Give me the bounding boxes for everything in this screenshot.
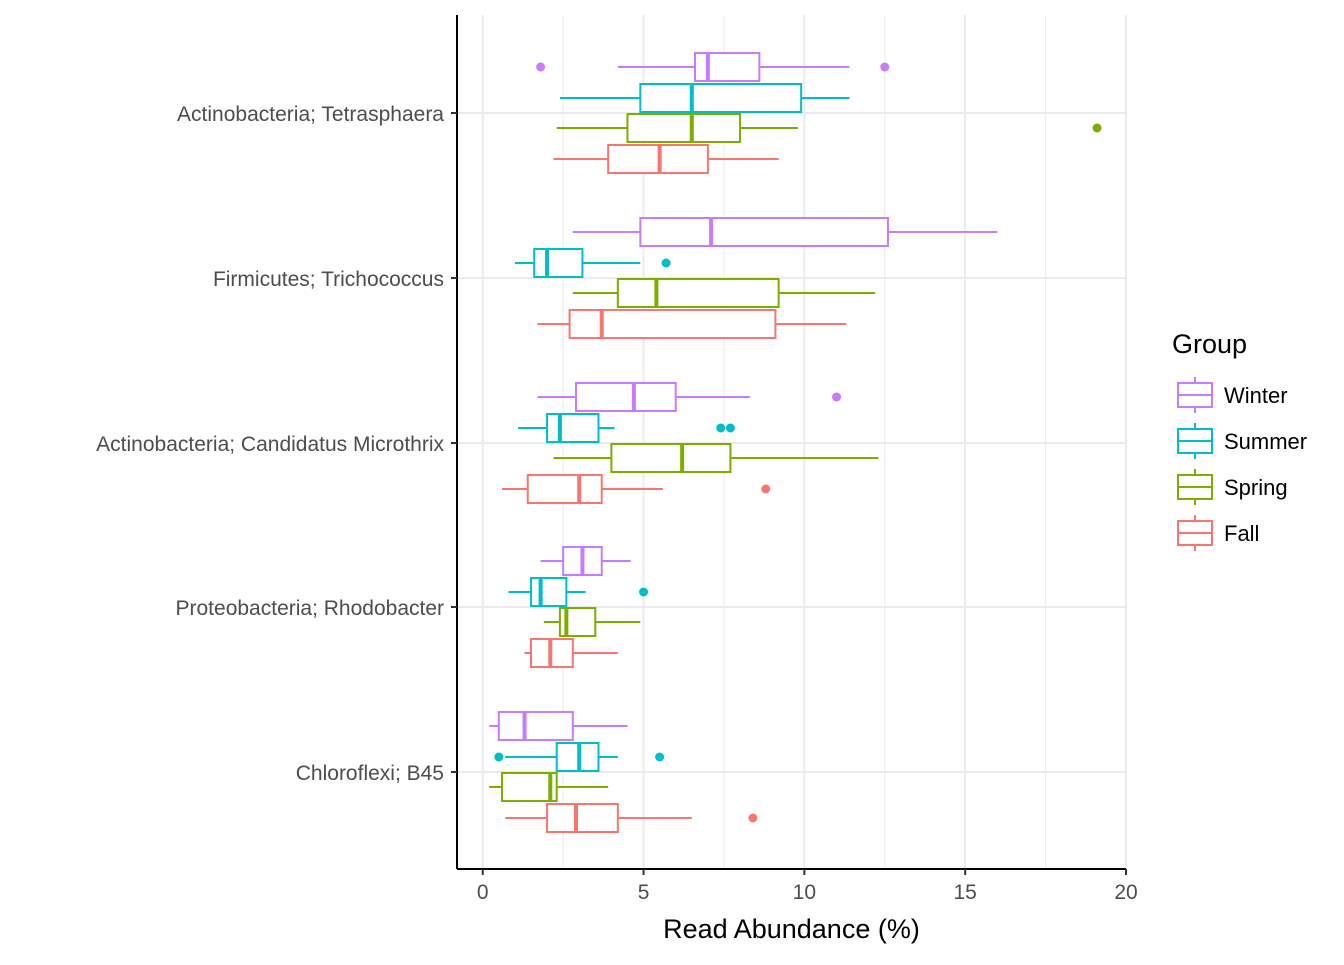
box-iqr [610,443,732,473]
box-proteobacteria-rhodobacter-spring [543,607,641,637]
box-iqr [575,382,677,412]
box-actinobacteria-candidatus-microthrix-winter [537,382,842,412]
box-actinobacteria-tetrasphaera-spring [556,113,1102,143]
outlier-point [832,392,842,402]
outlier-point [725,423,735,433]
box-proteobacteria-rhodobacter-winter [540,546,631,576]
box-firmicutes-trichococcus-summer [514,248,671,278]
y-tick-label-proteobacteria-rhodobacter: Proteobacteria; Rhodobacter [176,597,445,620]
box-actinobacteria-tetrasphaera-summer [559,83,850,113]
x-axis-title: Read Abundance (%) [663,914,920,944]
box-iqr [694,52,761,82]
box-iqr [616,278,780,308]
legend-label: Spring [1224,475,1288,500]
box-iqr [526,474,603,504]
box-actinobacteria-tetrasphaera-fall [553,144,779,174]
box-proteobacteria-rhodobacter-summer [508,577,649,607]
box-iqr [626,113,742,143]
box-iqr [639,83,803,113]
box-iqr [568,309,777,339]
outlier-point [494,752,504,762]
box-iqr [533,248,584,278]
y-tick-label-actinobacteria-tetrasphaera: Actinobacteria; Tetrasphaera [177,103,444,126]
outlier-point [1092,123,1102,133]
box-iqr [497,711,574,741]
x-tick-label: 20 [1114,881,1137,904]
tick-labels: 0 5 10 15 20 Actinobacteria; Tetrasphaera Firm… [96,103,1138,904]
box-iqr [546,413,600,443]
x-tick-label: 5 [638,881,650,904]
outlier-point [536,62,546,72]
box-layer [489,52,1102,833]
box-chloroflexi-b45-summer [494,742,665,772]
box-chloroflexi-b45-spring [489,772,609,802]
outlier-point [639,587,649,597]
outlier-point [761,484,771,494]
legend-item-spring: Spring [1177,469,1288,505]
legend-item-fall: Fall [1177,515,1259,551]
box-actinobacteria-candidatus-microthrix-spring [553,443,879,473]
box-firmicutes-trichococcus-fall [537,309,847,339]
y-tick-label-chloroflexi-b45: Chloroflexi; B45 [296,762,444,785]
y-tick-label-actinobacteria-candidatus-microthrix: Actinobacteria; Candidatus Microthrix [96,433,444,456]
box-iqr [529,577,568,607]
box-actinobacteria-tetrasphaera-winter [536,52,890,82]
box-iqr [546,803,619,833]
outlier-point [748,813,758,823]
box-proteobacteria-rhodobacter-fall [524,638,618,668]
outlier-point [661,258,671,268]
box-firmicutes-trichococcus-winter [572,217,998,247]
x-tick-label: 15 [954,881,977,904]
legend-item-winter: Winter [1177,377,1288,413]
box-actinobacteria-candidatus-microthrix-summer [518,413,735,443]
outlier-point [655,752,665,762]
box-iqr [639,217,889,247]
outlier-point [880,62,890,72]
y-tick-label-firmicutes-trichococcus: Firmicutes; Trichococcus [213,268,444,291]
legend-item-summer: Summer [1177,423,1307,459]
legend-title: Group [1172,329,1247,359]
box-chloroflexi-b45-fall [505,803,758,833]
box-chloroflexi-b45-winter [489,711,628,741]
legend: Group Winter Summer Spring Fall [1172,329,1307,551]
legend-label: Summer [1224,429,1307,454]
box-iqr [501,772,558,802]
legend-label: Fall [1224,521,1259,546]
box-firmicutes-trichococcus-spring [572,278,876,308]
legend-label: Winter [1224,383,1288,408]
x-tick-label: 0 [477,881,489,904]
outlier-point [716,423,726,433]
x-tick-label: 10 [793,881,816,904]
box-actinobacteria-candidatus-microthrix-fall [502,474,771,504]
